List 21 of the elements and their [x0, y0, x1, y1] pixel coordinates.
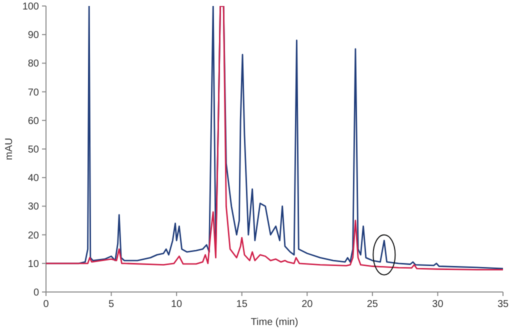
- y-tick-label: 30: [28, 202, 40, 213]
- y-tick-label: 0: [33, 288, 40, 298]
- x-axis-title: Time (min): [250, 317, 298, 328]
- x-tick-label: 0: [43, 299, 50, 310]
- y-axis-title: mAU: [4, 138, 15, 160]
- y-tick-label: 40: [28, 173, 40, 184]
- y-tick-label: 20: [28, 230, 40, 242]
- y-tick-label: 70: [28, 87, 40, 98]
- y-tick-label: 100: [22, 2, 40, 12]
- x-tick-label: 10: [171, 299, 183, 310]
- y-tick-label: 80: [28, 58, 40, 70]
- y-tick-label: 60: [28, 116, 40, 127]
- x-tick-label: 20: [302, 299, 314, 310]
- x-tick-label: 5: [108, 299, 115, 310]
- x-tick-label: 25: [366, 299, 378, 310]
- y-tick-label: 90: [28, 30, 40, 42]
- y-tick-label: 50: [28, 144, 40, 156]
- x-tick-label: 35: [497, 299, 509, 310]
- x-tick-label: 15: [236, 299, 248, 310]
- y-tick-label: 10: [28, 258, 40, 270]
- x-tick-label: 30: [432, 299, 444, 310]
